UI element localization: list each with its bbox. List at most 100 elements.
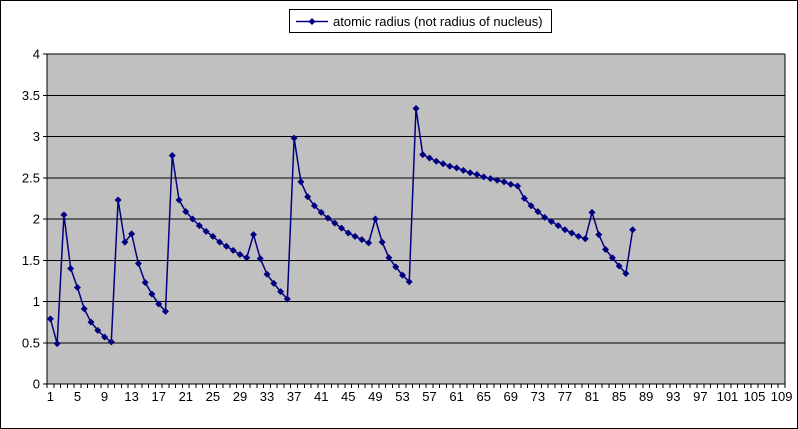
data-point-marker (128, 230, 136, 238)
data-point-marker (101, 333, 109, 341)
data-point-marker (243, 254, 251, 262)
data-point-marker (608, 254, 616, 262)
x-axis-label: 29 (233, 389, 247, 404)
data-point-marker (229, 246, 237, 254)
y-axis-label: 1.5 (22, 253, 40, 268)
x-axis-label: 1 (47, 389, 54, 404)
data-point-marker (534, 208, 542, 216)
x-axis-label: 73 (531, 389, 545, 404)
y-axis-label: 0.5 (22, 335, 40, 350)
data-point-marker (419, 151, 427, 159)
data-point-marker (270, 279, 278, 287)
data-point-marker (351, 232, 359, 240)
data-point-marker (574, 232, 582, 240)
data-point-marker (581, 235, 589, 243)
legend-label: atomic radius (not radius of nucleus) (333, 13, 543, 29)
x-axis-label: 93 (666, 389, 680, 404)
data-point-marker (236, 250, 244, 258)
data-point-marker (615, 262, 623, 270)
x-axis-label: 49 (368, 389, 382, 404)
data-point-marker (46, 315, 54, 323)
data-point-marker (114, 196, 122, 204)
data-point-marker (80, 305, 88, 313)
data-point-marker (507, 180, 515, 188)
data-point-marker (73, 283, 81, 291)
x-axis-label: 89 (639, 389, 653, 404)
x-axis-label: 97 (693, 389, 707, 404)
data-point-marker (222, 242, 230, 250)
data-point-marker (398, 271, 406, 279)
data-point-marker (358, 236, 366, 244)
data-point-marker (304, 193, 312, 201)
data-point-marker (446, 162, 454, 170)
data-point-marker (67, 265, 75, 272)
x-axis-label: 85 (612, 389, 626, 404)
data-point-marker (168, 151, 176, 159)
y-axis-label: 1 (33, 294, 40, 309)
data-point-marker (554, 222, 562, 230)
data-point-marker (473, 170, 481, 178)
data-point-marker (189, 215, 197, 223)
data-point-marker (297, 178, 305, 186)
data-point-marker (256, 255, 264, 263)
data-point-marker (622, 269, 630, 277)
data-point-marker (250, 231, 258, 239)
data-point-marker (412, 104, 420, 112)
data-point-marker (486, 175, 494, 183)
x-axis-label: 57 (422, 389, 436, 404)
data-point-marker (344, 229, 352, 237)
x-axis-label: 5 (74, 389, 81, 404)
data-point-marker (310, 202, 318, 210)
data-point-marker (290, 134, 298, 142)
data-point-marker (107, 338, 115, 346)
data-point-marker (520, 194, 528, 202)
data-point-marker (324, 214, 332, 222)
data-point-marker (568, 229, 576, 237)
x-axis-label: 109 (771, 389, 793, 404)
data-point-marker (134, 260, 142, 268)
data-point-marker (371, 215, 379, 223)
data-point-marker (94, 326, 102, 334)
x-axis-label: 9 (101, 389, 108, 404)
x-axis-label: 101 (717, 389, 739, 404)
data-point-marker (426, 154, 434, 162)
data-point-marker (263, 270, 271, 278)
y-axis-label: 3.5 (22, 88, 40, 103)
data-point-marker (155, 300, 163, 308)
data-point-marker (317, 208, 325, 216)
x-axis-label: 65 (476, 389, 490, 404)
data-point-marker (385, 254, 393, 262)
data-point-marker (432, 157, 440, 165)
data-point-marker (148, 290, 156, 298)
x-axis-label: 105 (744, 389, 766, 404)
data-point-marker (588, 208, 596, 216)
data-point-marker (283, 295, 291, 303)
data-point-marker (331, 219, 339, 227)
data-point-marker (209, 232, 217, 240)
legend-marker-icon (296, 17, 328, 25)
x-axis-label: 53 (395, 389, 409, 404)
x-axis-label: 17 (151, 389, 165, 404)
y-axis-label: 4 (33, 47, 40, 62)
y-axis-label: 2.5 (22, 170, 40, 185)
chart-legend: atomic radius (not radius of nucleus) (289, 9, 552, 33)
data-point-marker (378, 238, 386, 246)
x-axis-label: 69 (504, 389, 518, 404)
data-point-marker (175, 196, 183, 204)
data-point-marker (121, 238, 129, 246)
data-point-marker (87, 318, 95, 326)
data-point-marker (547, 217, 555, 225)
data-point-marker (439, 160, 447, 168)
data-point-marker (338, 224, 346, 232)
data-point-marker (595, 231, 603, 239)
data-point-marker (182, 208, 190, 216)
x-axis-label: 21 (179, 389, 193, 404)
data-point-marker (561, 226, 569, 234)
data-point-marker (141, 279, 149, 287)
x-axis-label: 81 (585, 389, 599, 404)
data-point-marker (53, 340, 61, 348)
data-point-marker (60, 211, 68, 219)
data-point-marker (453, 164, 461, 172)
